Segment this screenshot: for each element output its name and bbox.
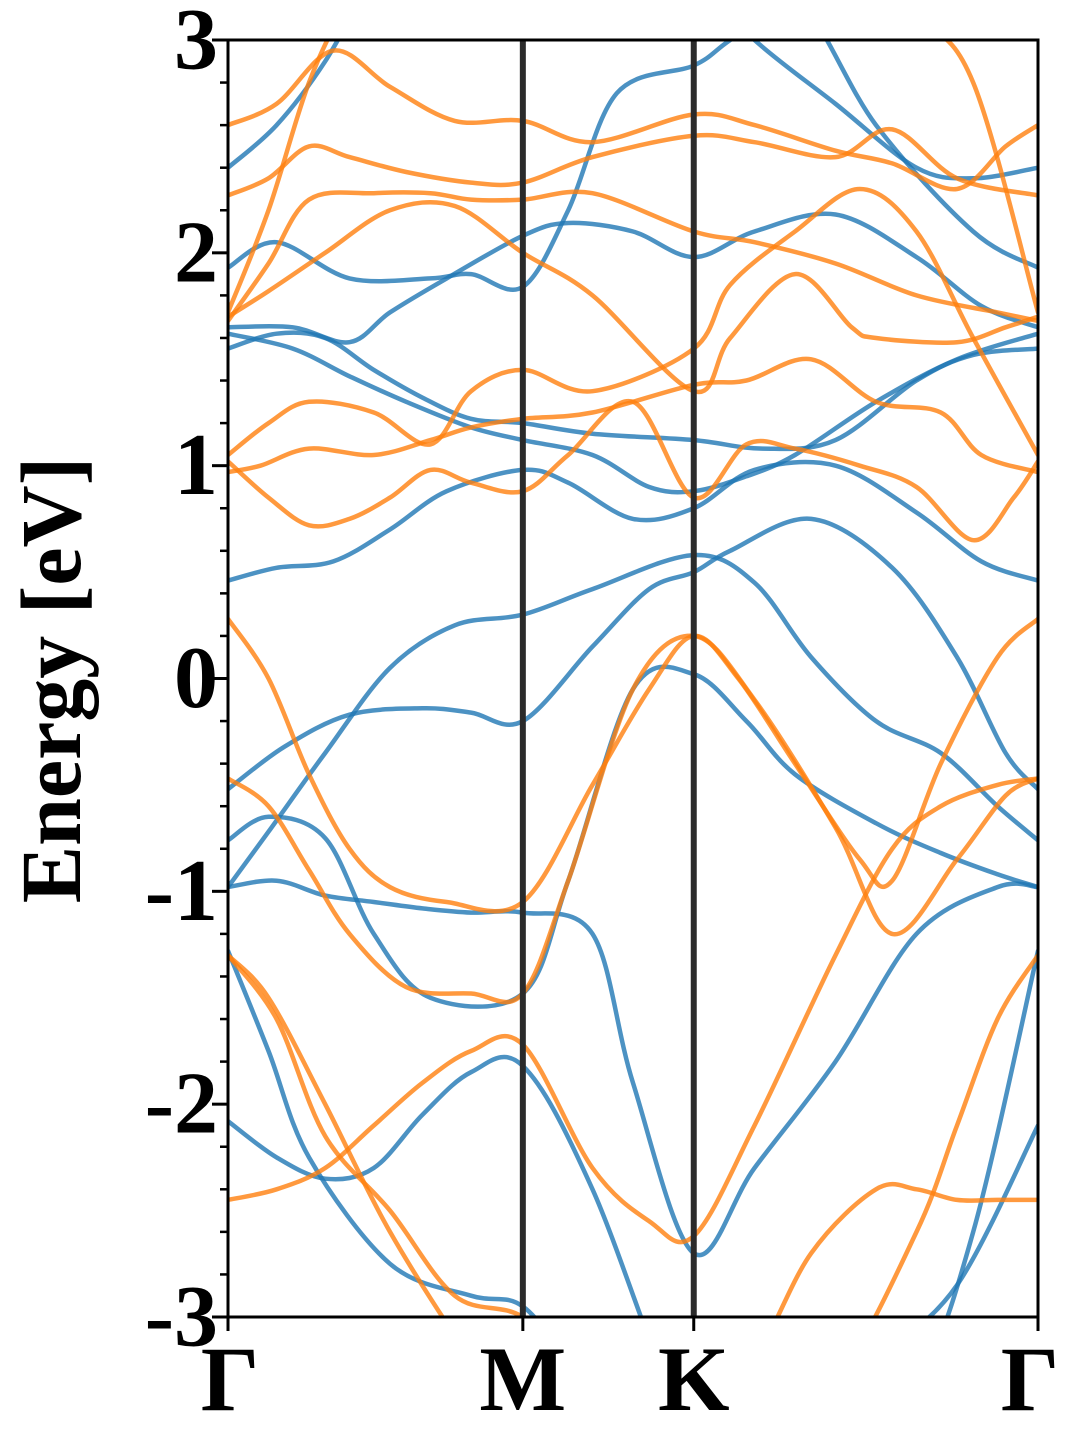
band-line [228,952,1038,1317]
band-line [228,459,1038,583]
band-line [228,330,1038,452]
y-tick-labels: -3 -2 -1 0 1 2 3 [145,0,218,1366]
y-tick-label: -2 [145,1056,218,1153]
band-line [228,776,1038,1245]
band-line [228,331,1038,495]
band-line [228,952,1038,1317]
x-tick-label: Γ [201,1328,260,1430]
band-line [228,878,1038,1258]
band-line [228,199,1038,395]
band-curves [228,40,1038,1317]
band-line [228,127,1038,198]
y-tick-label: -1 [145,843,218,940]
band-line [228,40,1038,315]
y-axis-label: Energy [eV] [3,457,99,904]
band-line [228,633,1038,1005]
band-line [228,516,1038,792]
band-line [228,40,1038,181]
band-line [228,211,1038,345]
x-tick-label: M [479,1328,566,1430]
y-tick-label: 1 [174,417,218,514]
band-line [228,186,1038,458]
band-line [228,356,1038,475]
axis-ticks [212,38,1040,1331]
y-tick-label: 3 [174,0,218,89]
band-line [228,552,1038,890]
y-tick-label: 0 [174,630,218,727]
x-tick-label: K [658,1328,730,1430]
band-line [228,48,1038,192]
band-line [228,948,1038,1317]
y-tick-label: -3 [145,1269,218,1366]
band-line [228,616,1038,914]
y-tick-label: 2 [174,204,218,301]
band-line [228,948,1038,1317]
band-line [228,40,1038,292]
high-symmetry-lines [519,40,697,1317]
x-tick-label: Γ [1001,1328,1060,1430]
band-line [228,189,1038,324]
